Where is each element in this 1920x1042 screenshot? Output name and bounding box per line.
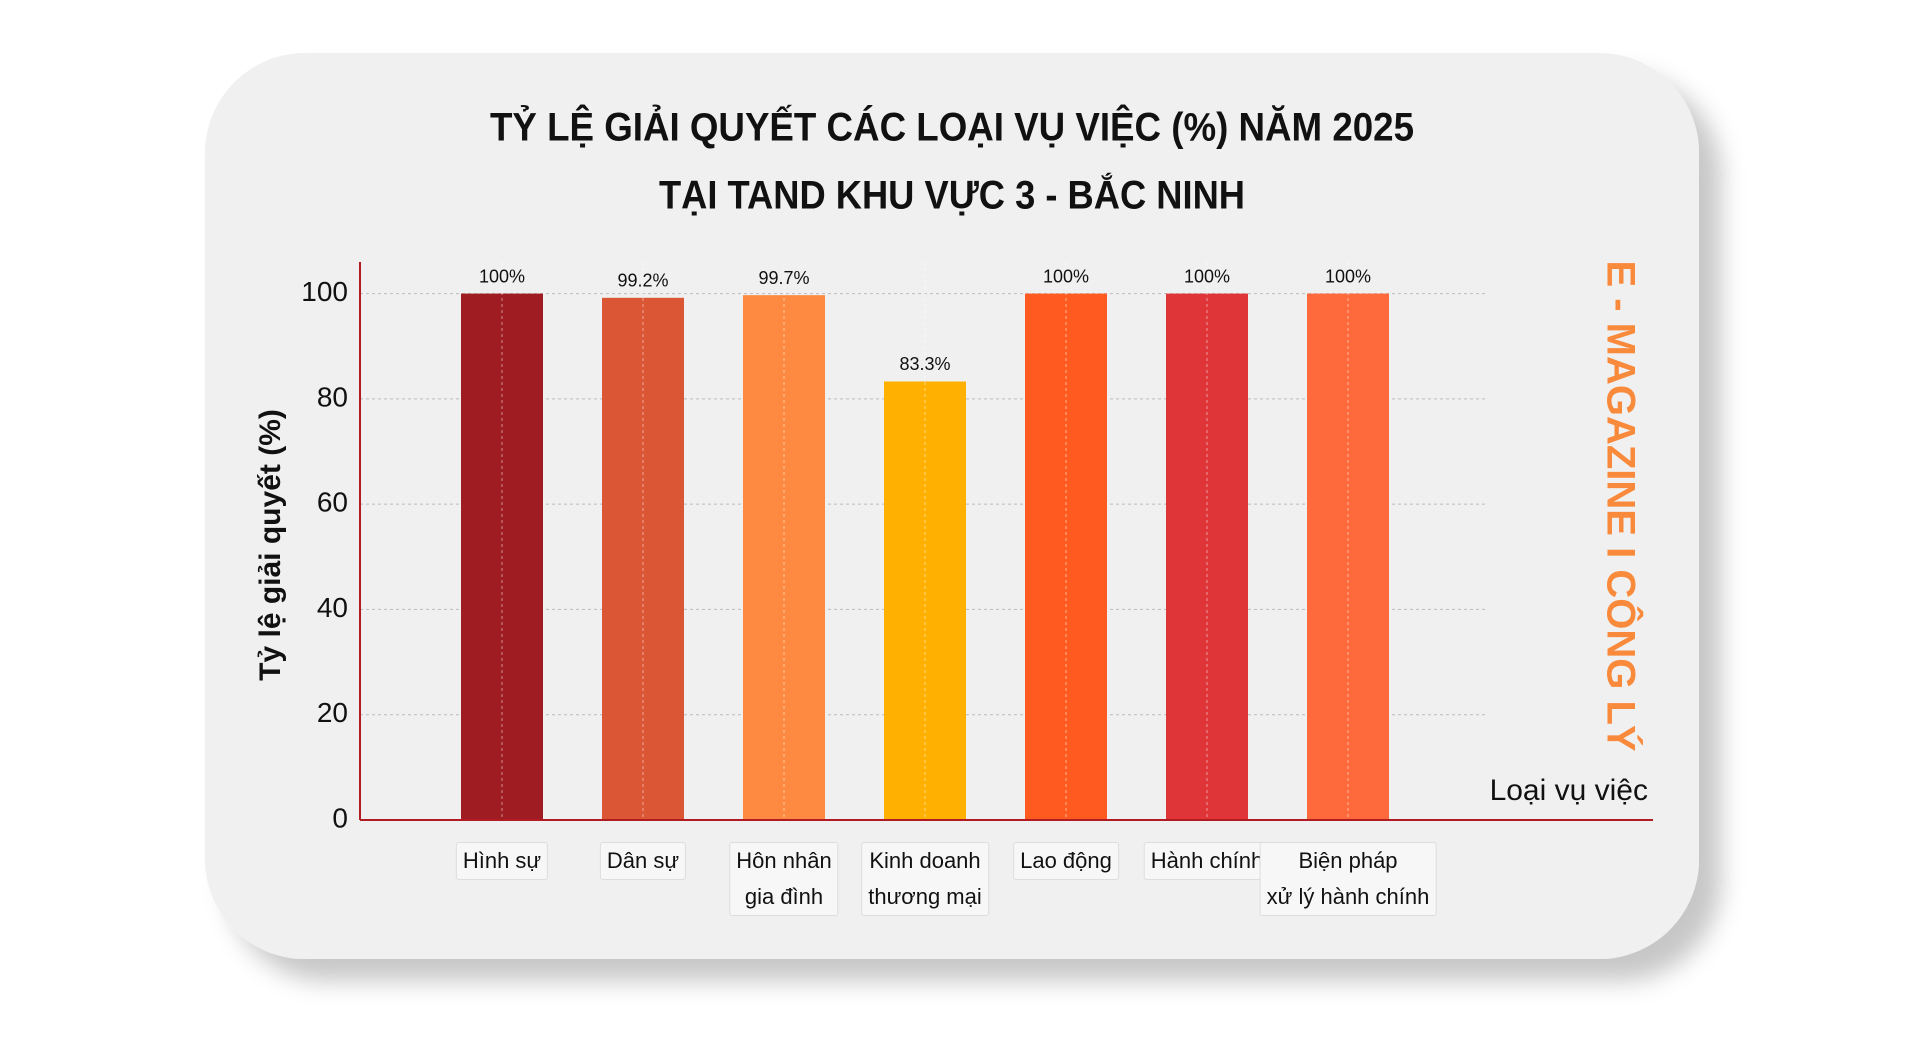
y-tick-label: 60 — [317, 487, 348, 518]
value-label: 100% — [1325, 266, 1371, 286]
value-label: 83.3% — [899, 354, 950, 374]
chart-title: TỶ LỆ GIẢI QUYẾT CÁC LOẠI VỤ VIỆC (%) NĂ… — [490, 104, 1414, 150]
y-tick-label: 0 — [332, 802, 348, 833]
value-label: 100% — [1184, 266, 1230, 286]
x-tick-label: Lao động — [1013, 842, 1119, 880]
value-label: 99.2% — [617, 271, 668, 291]
value-label: 100% — [1043, 266, 1089, 286]
x-axis-label: Loại vụ việc — [1490, 774, 1648, 807]
y-tick-label: 100 — [301, 276, 348, 307]
y-axis-label: Tỷ lệ giải quyết (%) — [254, 409, 287, 681]
x-tick-label: Kinh doanh thương mại — [861, 842, 989, 916]
x-tick-label: Hành chính — [1143, 842, 1271, 880]
x-tick-label: Dân sự — [599, 842, 687, 880]
value-label: 100% — [479, 266, 525, 286]
value-label: 99.7% — [758, 268, 809, 288]
y-tick-label: 80 — [317, 381, 348, 412]
chart-subtitle: TẠI TAND KHU VỰC 3 - BẮC NINH — [659, 172, 1245, 218]
watermark: E - MAGAZINE I CÔNG LÝ — [1598, 260, 1644, 751]
x-tick-label: Hôn nhân gia đình — [729, 842, 839, 916]
y-tick-label: 20 — [317, 697, 348, 728]
x-tick-label: Hình sự — [455, 842, 549, 880]
y-tick-label: 40 — [317, 592, 348, 623]
x-tick-label: Biện pháp xử lý hành chính — [1259, 842, 1437, 916]
